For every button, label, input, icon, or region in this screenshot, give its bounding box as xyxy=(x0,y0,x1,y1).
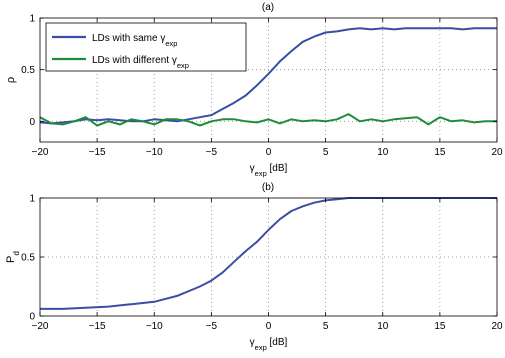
panel-a-legend-box xyxy=(45,22,247,72)
panel-b-ylabel: Pd xyxy=(5,251,21,263)
panel-b-xtick-label: 20 xyxy=(491,321,503,332)
panel-b-ytick-label: 0 xyxy=(29,312,35,323)
panel-b-xtick-label: −10 xyxy=(146,321,163,332)
panel-a-xtick-label: 15 xyxy=(434,147,446,158)
panel-b-xtick-label: 10 xyxy=(377,321,389,332)
panel-b-xtick-label: −20 xyxy=(32,321,49,332)
panel-b-xtick-label: −15 xyxy=(89,321,106,332)
panel-b-xtick-label: 5 xyxy=(323,321,329,332)
panel-a-xtick-label: 5 xyxy=(323,147,329,158)
panel-b-xtick-label: 15 xyxy=(434,321,446,332)
panel-a-legend-label-0: LDs with same γexp xyxy=(92,33,177,48)
panel-b-xlabel: γexp [dB] xyxy=(250,337,288,352)
panel-a-xtick-label: 20 xyxy=(491,147,503,158)
panel-a-xtick-label: −5 xyxy=(206,147,218,158)
panel-a-xtick-label: 10 xyxy=(377,147,389,158)
panel-a-ytick-label: 0 xyxy=(29,117,35,128)
panel-b-xtick-label: 0 xyxy=(266,321,272,332)
panel-b-label: (b) xyxy=(262,182,274,193)
panel-b-ytick-label: 1 xyxy=(29,194,35,205)
panel-a-series-1-line xyxy=(39,113,497,127)
panel-a-label: (a) xyxy=(262,2,274,13)
panel-a-ytick-label: 1 xyxy=(29,14,35,25)
panel-a-xtick-label: −15 xyxy=(89,147,106,158)
panel-b-xtick-label: −5 xyxy=(206,321,218,332)
panel-b-chart: −20 −15 −10 −5 0 5 10 15 20 0 0.5 1 γexp [dB] Pd xyxy=(5,194,503,352)
panel-a-chart: −20 −15 −10 −5 0 5 10 15 20 0 0.5 1 γexp [dB] ρ LDs wi… xyxy=(5,14,503,178)
panel-a-series-0-line xyxy=(39,27,497,125)
panel-a-ytick-label: 0.5 xyxy=(21,65,35,76)
panel-a-legend-label-1: LDs with different γexp xyxy=(92,55,189,70)
panel-a-xlabel: γexp [dB] xyxy=(250,163,288,178)
panel-a-xtick-label: −20 xyxy=(32,147,49,158)
panel-a-xtick-label: −10 xyxy=(146,147,163,158)
panel-a-ylabel: ρ xyxy=(5,77,17,83)
panel-b-ytick-label: 0.5 xyxy=(21,253,35,264)
panel-a-xtick-label: 0 xyxy=(266,147,272,158)
